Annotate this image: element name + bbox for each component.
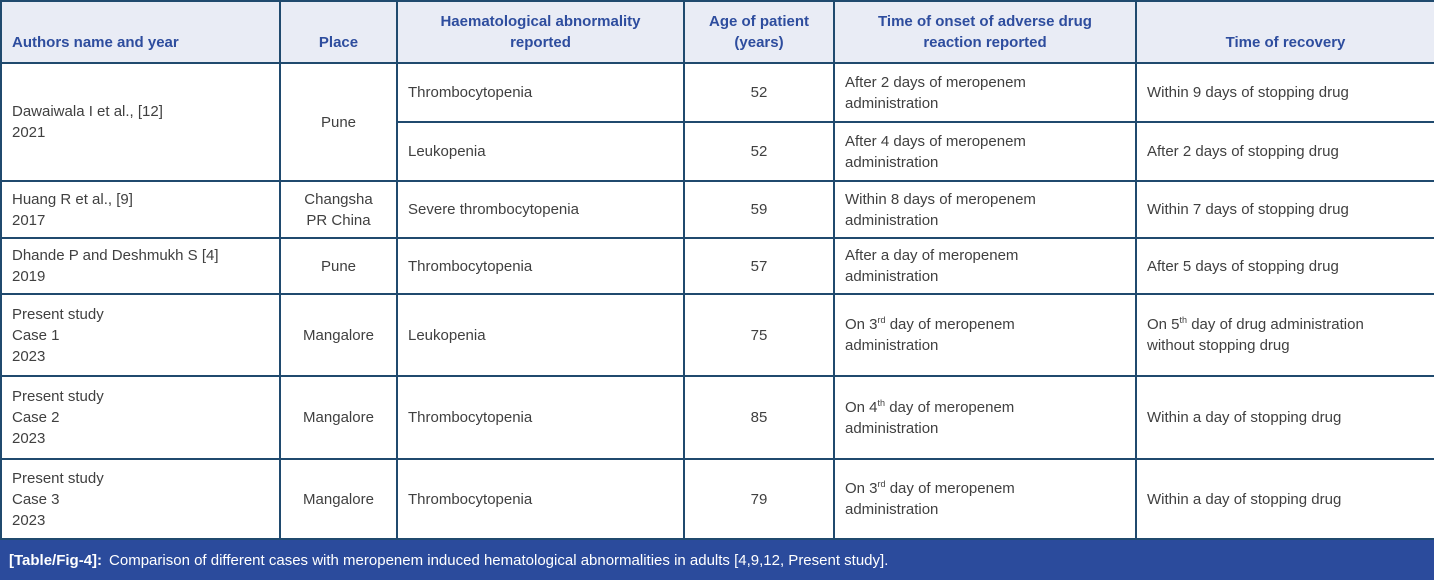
table-row: Present study Case 1 2023 Mangalore Leuk… — [0, 293, 1434, 377]
col-header-age: Age of patient (years) — [683, 0, 835, 64]
abnormality-cell: Leukopenia — [396, 121, 685, 182]
col-header-abnormality: Haematological abnormality reported — [396, 0, 685, 64]
col-header-place: Place — [279, 0, 398, 64]
place-cell: Mangalore — [279, 375, 398, 460]
recovery-sup: th — [1179, 315, 1188, 325]
place-cell: Pune — [279, 62, 398, 182]
table-row: Present study Case 3 2023 Mangalore Thro… — [0, 458, 1434, 540]
onset-text: On 4 — [845, 398, 878, 416]
authors-cell: Present study Case 3 2023 — [0, 458, 281, 540]
onset-text: Within 8 days of meropenem administratio… — [845, 190, 1036, 229]
onset-cell: On 3rd day of meropenem administration — [833, 458, 1137, 540]
onset-cell: On 3rd day of meropenem administration — [833, 293, 1137, 377]
age-cell: 52 — [683, 121, 835, 182]
recovery-cell: Within 7 days of stopping drug — [1135, 180, 1434, 239]
recovery-cell: On 5th day of drug administration withou… — [1135, 293, 1434, 377]
onset-text-post: day of meropenem administration — [845, 480, 1015, 518]
table-row: Huang R et al., [9] 2017 Changsha PR Chi… — [0, 180, 1434, 239]
place-cell: Mangalore — [279, 293, 398, 377]
recovery-text: Within a day of stopping drug — [1147, 490, 1342, 508]
onset-text: After a day of meropenem administration — [845, 247, 1019, 285]
onset-cell: Within 8 days of meropenem administratio… — [833, 180, 1137, 239]
onset-sup: rd — [877, 315, 886, 325]
onset-text-post: day of meropenem administration — [845, 398, 1015, 437]
onset-text-post: day of meropenem administration — [845, 316, 1015, 354]
onset-cell: After 2 days of meropenem administration — [833, 62, 1137, 123]
onset-text: On 3 — [845, 316, 878, 333]
authors-cell: Huang R et al., [9] 2017 — [0, 180, 281, 239]
recovery-cell: Within 9 days of stopping drug — [1135, 62, 1434, 123]
recovery-cell: Within a day of stopping drug — [1135, 375, 1434, 460]
recovery-text: After 2 days of stopping drug — [1147, 143, 1339, 160]
authors-cell: Present study Case 2 2023 — [0, 375, 281, 460]
place-cell: Pune — [279, 237, 398, 295]
header-row: Authors name and year Place Haematologic… — [0, 0, 1434, 64]
caption-text: Comparison of different cases with merop… — [109, 551, 889, 569]
age-cell: 57 — [683, 237, 835, 295]
table-caption-bar: [Table/Fig-4]: Comparison of different c… — [0, 540, 1434, 580]
onset-text: On 3 — [845, 480, 878, 497]
onset-sup: rd — [877, 479, 886, 489]
recovery-cell: After 2 days of stopping drug — [1135, 121, 1434, 182]
recovery-text: Within 9 days of stopping drug — [1147, 84, 1349, 101]
table-row: Present study Case 2 2023 Mangalore Thro… — [0, 375, 1434, 460]
abnormality-cell: Thrombocytopenia — [396, 237, 685, 295]
onset-cell: On 4th day of meropenem administration — [833, 375, 1137, 460]
onset-cell: After a day of meropenem administration — [833, 237, 1137, 295]
onset-sup: th — [877, 397, 886, 408]
caption-label: [Table/Fig-4]: — [9, 551, 103, 569]
recovery-cell: After 5 days of stopping drug — [1135, 237, 1434, 295]
place-cell: Mangalore — [279, 458, 398, 540]
abnormality-cell: Thrombocytopenia — [396, 62, 685, 123]
table-row: Leukopenia 52 After 4 days of meropenem … — [1, 121, 1434, 182]
comparison-table: Authors name and year Place Haematologic… — [0, 0, 1434, 540]
col-header-onset: Time of onset of adverse drug reaction r… — [833, 0, 1137, 64]
abnormality-cell: Severe thrombocytopenia — [396, 180, 685, 239]
abnormality-cell: Leukopenia — [396, 293, 685, 377]
table-row: Dhande P and Deshmukh S [4] 2019 Pune Th… — [0, 237, 1434, 295]
recovery-cell: Within a day of stopping drug — [1135, 458, 1434, 540]
onset-text: After 4 days of meropenem administration — [845, 132, 1026, 171]
authors-cell: Dawaiwala I et al., [12] 2021 — [0, 62, 281, 182]
recovery-text: On 5 — [1147, 316, 1180, 333]
age-cell: 79 — [683, 458, 835, 540]
authors-cell: Dhande P and Deshmukh S [4] 2019 — [0, 237, 281, 295]
age-cell: 59 — [683, 180, 835, 239]
onset-cell: After 4 days of meropenem administration — [833, 121, 1137, 182]
age-cell: 75 — [683, 293, 835, 377]
col-header-authors: Authors name and year — [0, 0, 281, 64]
abnormality-cell: Thrombocytopenia — [396, 458, 685, 540]
recovery-text: Within 7 days of stopping drug — [1147, 201, 1349, 218]
place-cell: Changsha PR China — [279, 180, 398, 239]
table-row: Dawaiwala I et al., [12] 2021 Pune Throm… — [0, 62, 1434, 182]
age-cell: 85 — [683, 375, 835, 460]
age-cell: 52 — [683, 62, 835, 123]
col-header-recovery: Time of recovery — [1135, 0, 1434, 64]
abnormality-cell: Thrombocytopenia — [396, 375, 685, 460]
recovery-text-post: day of drug administration without stopp… — [1147, 316, 1364, 354]
recovery-text: Within a day of stopping drug — [1147, 409, 1342, 426]
authors-cell: Present study Case 1 2023 — [0, 293, 281, 377]
onset-text: After 2 days of meropenem administration — [845, 73, 1026, 112]
recovery-text: After 5 days of stopping drug — [1147, 257, 1339, 275]
